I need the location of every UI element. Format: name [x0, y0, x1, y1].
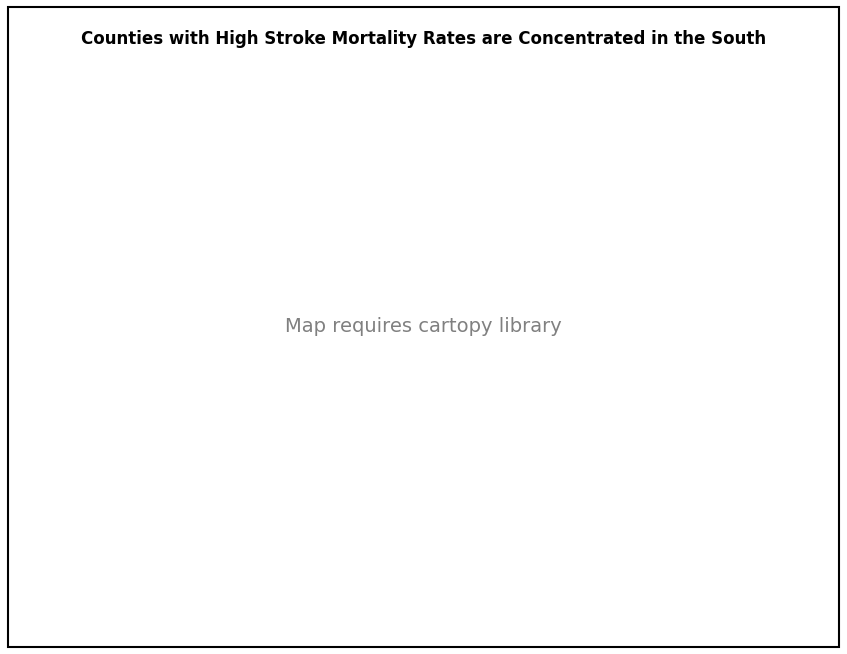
Text: Map requires cartopy library: Map requires cartopy library [285, 317, 562, 337]
Text: Counties with High Stroke Mortality Rates are Concentrated in the South: Counties with High Stroke Mortality Rate… [81, 30, 766, 48]
